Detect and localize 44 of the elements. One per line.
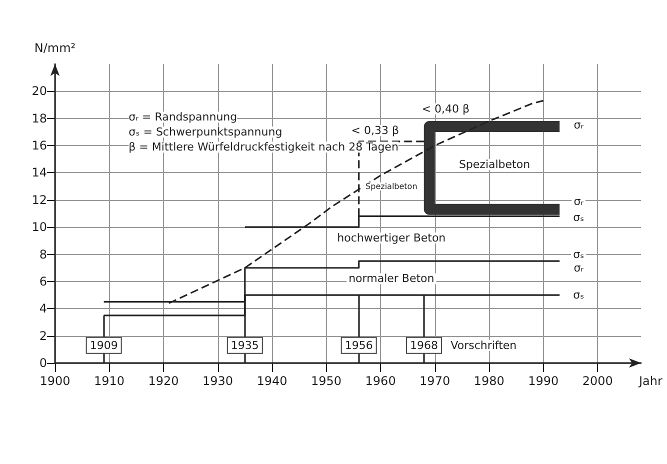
- x-axis-title: Jahr: [638, 374, 662, 388]
- y-tick-label: 18: [32, 111, 47, 126]
- ref-line-label: 1956: [344, 338, 373, 352]
- annotation: hochwertiger Beton: [337, 231, 446, 244]
- x-tick-label: 1980: [474, 374, 504, 388]
- annotation: σᵣ: [574, 194, 584, 208]
- y-axis-title: N/mm²: [34, 41, 76, 55]
- x-tick-label: 1950: [311, 374, 342, 388]
- x-tick-label: 1940: [256, 374, 288, 388]
- x-tick-label: 1930: [202, 374, 234, 388]
- x-tick-label: 1900: [40, 374, 70, 388]
- x-tick-label: 1910: [94, 374, 125, 388]
- annotation: σₛ = Schwerpunktspannung: [128, 126, 282, 139]
- ref-line-label: 1968: [410, 338, 438, 352]
- y-tick-label: 12: [32, 192, 47, 207]
- x-tick-label: 1960: [365, 374, 396, 388]
- annotation: Spezialbeton: [366, 182, 418, 191]
- y-tick-label: 2: [39, 328, 47, 343]
- annotation: Spezialbeton: [458, 158, 530, 172]
- annotation: normaler Beton: [348, 272, 434, 286]
- y-tick-label: 14: [32, 166, 47, 180]
- annotation: < 0,40 β: [422, 102, 470, 116]
- y-tick-label: 8: [39, 247, 47, 262]
- x-tick-label: 1990: [528, 374, 559, 388]
- y-tick-label: 0: [39, 356, 47, 370]
- y-tick-label: 10: [32, 220, 47, 234]
- annotation: σₛ: [573, 288, 584, 302]
- y-tick-label: 6: [39, 274, 47, 288]
- annotation: σᵣ: [574, 118, 584, 132]
- y-tick-label: 20: [32, 84, 47, 98]
- x-tick-label: 1970: [420, 374, 450, 388]
- annotation: Vorschriften: [450, 338, 517, 352]
- annotation: σᵣ: [574, 261, 584, 274]
- x-tick-label: 1920: [148, 374, 179, 388]
- annotation: σₛ: [573, 211, 584, 224]
- ref-line-label: 1909: [90, 338, 118, 352]
- y-tick-label: 16: [32, 138, 47, 153]
- annotation: σᵣ = Randspannung: [128, 110, 238, 124]
- annotation: σₛ: [573, 248, 584, 261]
- x-tick-label: 2000: [582, 374, 613, 388]
- y-tick-label: 4: [39, 302, 47, 316]
- ref-line-label: 1935: [230, 338, 259, 352]
- annotation: β = Mittlere Würfeldruckfestigkeit nach 28 Tagen: [128, 140, 398, 154]
- annotation: < 0,33 β: [351, 124, 399, 138]
